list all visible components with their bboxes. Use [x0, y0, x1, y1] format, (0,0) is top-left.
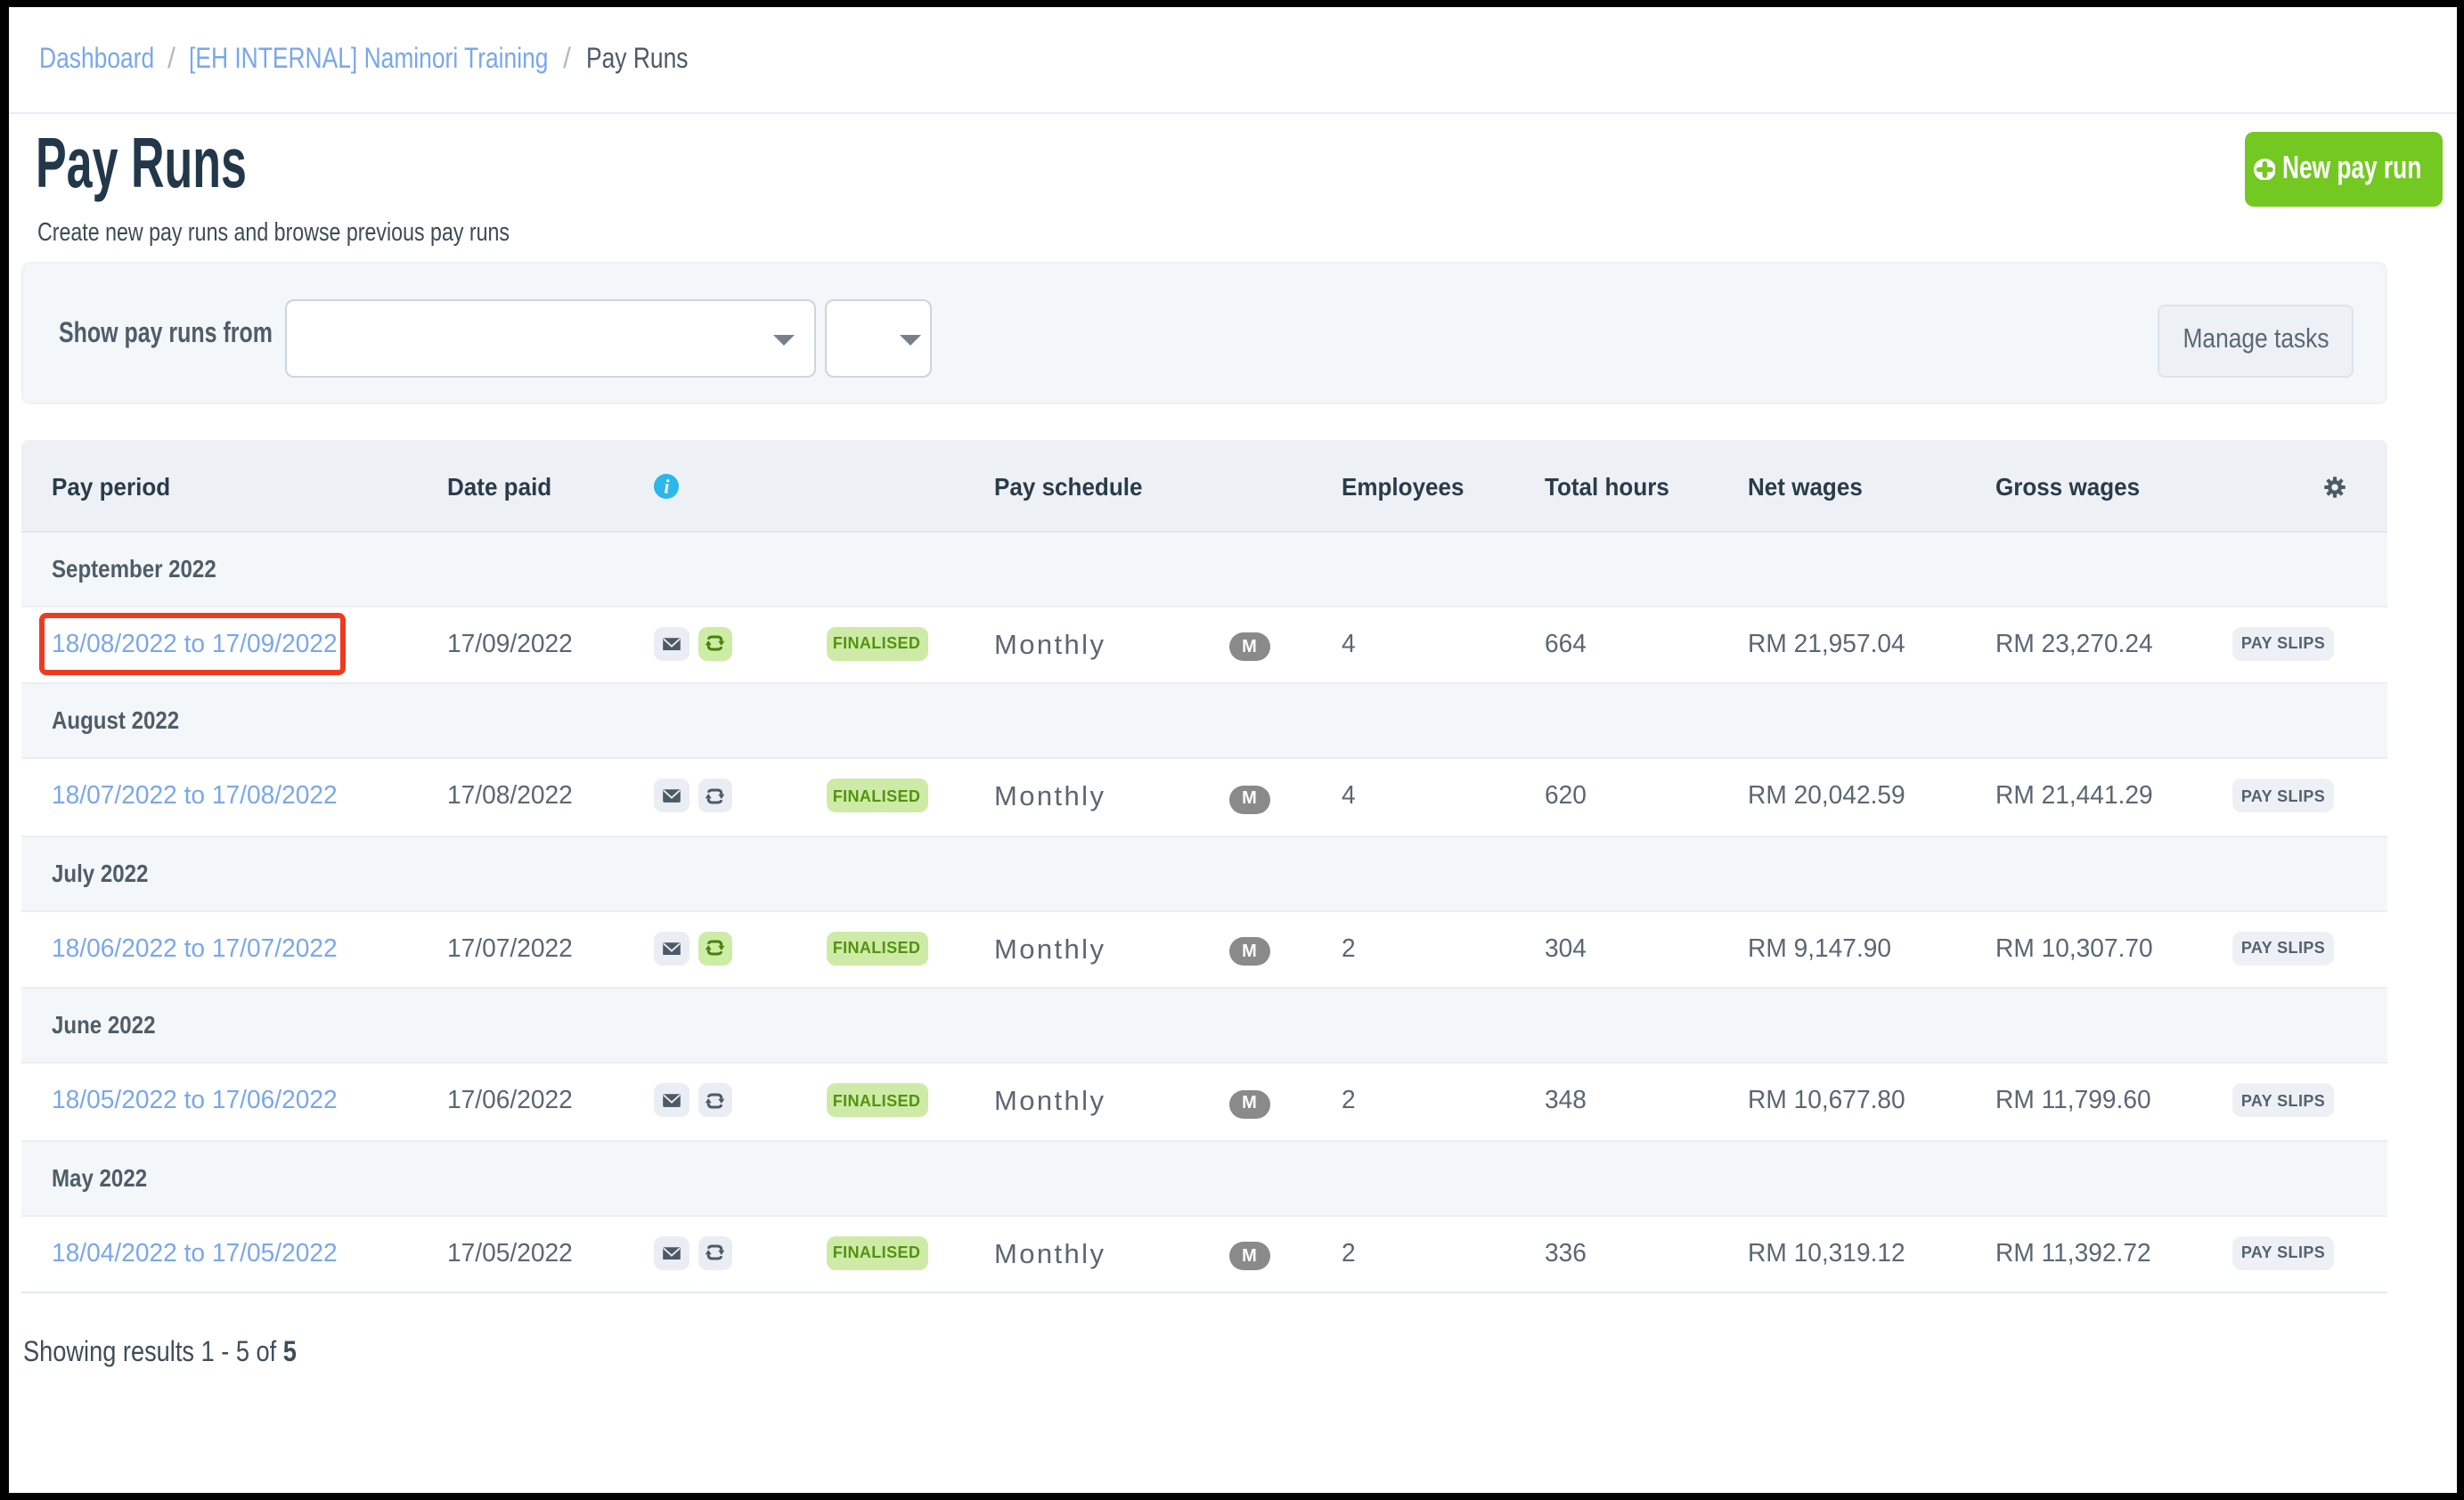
svg-text:i: i [664, 475, 670, 497]
